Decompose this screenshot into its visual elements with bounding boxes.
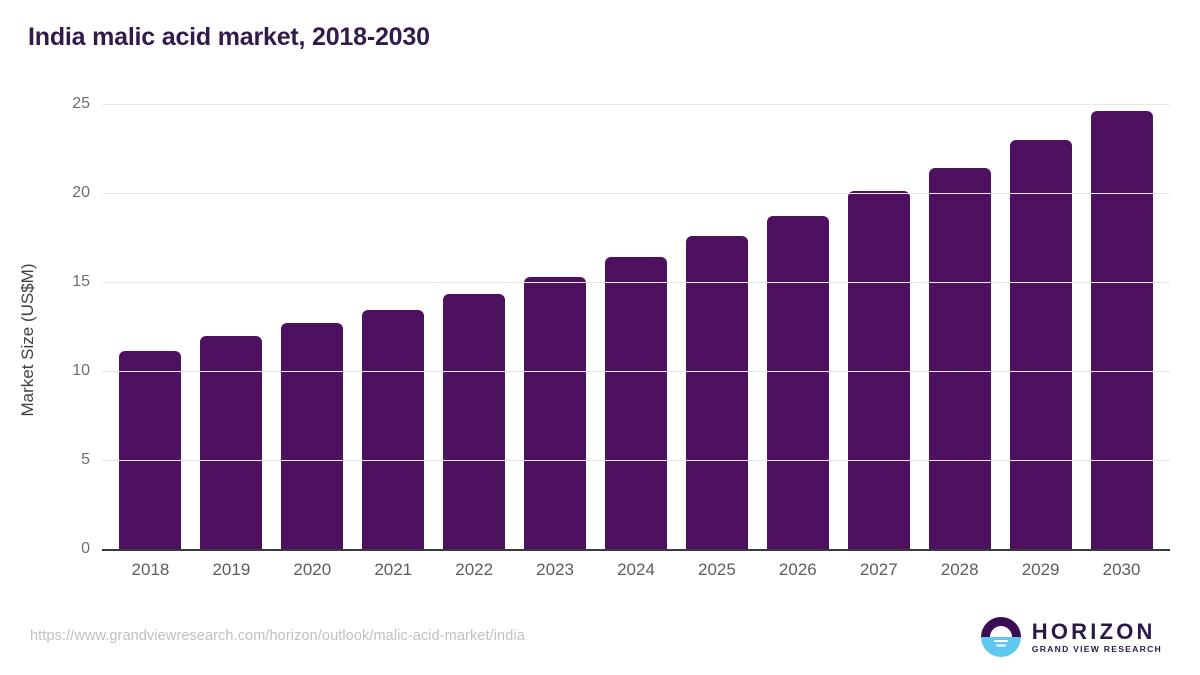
bar-series — [102, 104, 1170, 549]
bar-2024[interactable] — [604, 257, 667, 549]
x-axis-tick-label: 2018 — [131, 560, 170, 579]
gridline — [102, 104, 1170, 105]
bar-2028[interactable] — [928, 168, 991, 549]
x-axis-tick-label: 2023 — [536, 560, 574, 579]
x-axis-tick-label: 2020 — [293, 560, 332, 579]
gridline — [102, 193, 1170, 194]
bar-slot — [434, 104, 515, 549]
bar-slot — [1000, 104, 1081, 549]
y-axis-tick-label: 10 — [72, 362, 90, 379]
bar-slot — [515, 104, 596, 549]
horizon-logo-icon — [980, 617, 1021, 657]
x-axis-tick-label: 2026 — [778, 560, 817, 579]
page-title: India malic acid market, 2018-2030 — [28, 23, 430, 51]
horizon-logo: HORIZON GRAND VIEW RESEARCH — [980, 617, 1162, 657]
y-axis-tick-label: 20 — [72, 184, 90, 201]
bar-slot — [838, 104, 919, 549]
y-axis-tick-label: 15 — [72, 273, 90, 290]
bar-slot — [919, 104, 1000, 549]
logo-tagline: GRAND VIEW RESEARCH — [1031, 644, 1162, 655]
bar-slot — [596, 104, 677, 549]
x-axis-tick-labels: 2018 2019 2020 2021 2022 2023 2024 2025 2026 2027… — [102, 560, 1170, 580]
gridline — [102, 460, 1170, 461]
bar-2025[interactable] — [685, 235, 748, 549]
bar-slot — [676, 104, 757, 549]
x-axis-tick-label: 2024 — [617, 560, 655, 579]
x-axis-tick-label: 2029 — [1021, 560, 1060, 579]
y-axis-tick-label: 25 — [72, 95, 90, 112]
logo-wordmark: HORIZON — [1031, 618, 1156, 644]
gridline — [102, 282, 1170, 283]
plot-area: 0 5 10 15 20 25 — [72, 96, 1170, 557]
bar-2029[interactable] — [1009, 139, 1072, 549]
bar-2030[interactable] — [1090, 111, 1153, 549]
bar-2020[interactable] — [281, 322, 344, 549]
x-axis-tick-label: 2019 — [212, 560, 251, 579]
y-axis-title: Market Size (US$M) — [18, 263, 37, 417]
bar-slot — [1081, 104, 1162, 549]
bar-2019[interactable] — [200, 336, 263, 549]
bar-2026[interactable] — [766, 216, 829, 549]
gridline — [102, 371, 1170, 372]
x-axis-tick-label: 2022 — [455, 560, 494, 579]
bar-2018[interactable] — [119, 351, 182, 549]
bar-2023[interactable] — [524, 276, 587, 549]
x-axis-tick-label: 2027 — [859, 560, 898, 579]
bar-slot — [191, 104, 272, 549]
x-axis-tick-label: 2021 — [374, 560, 413, 579]
bar-slot — [272, 104, 353, 549]
source-url[interactable]: https://www.grandviewresearch.com/horizo… — [30, 628, 525, 644]
y-axis-tick-label: 5 — [81, 451, 90, 468]
bar-slot — [353, 104, 434, 549]
bar-2021[interactable] — [362, 310, 425, 549]
x-axis-tick-label: 2030 — [1102, 560, 1141, 579]
horizon-logo-text: HORIZON GRAND VIEW RESEARCH — [1032, 620, 1162, 654]
gridline — [102, 549, 1170, 551]
bar-2027[interactable] — [847, 191, 910, 549]
x-axis-tick-label: 2028 — [940, 560, 979, 579]
bar-2022[interactable] — [443, 294, 506, 549]
x-axis-tick-label: 2025 — [698, 560, 736, 579]
y-axis-tick-label: 0 — [81, 540, 90, 557]
bar-slot — [757, 104, 838, 549]
bar-slot — [110, 104, 191, 549]
